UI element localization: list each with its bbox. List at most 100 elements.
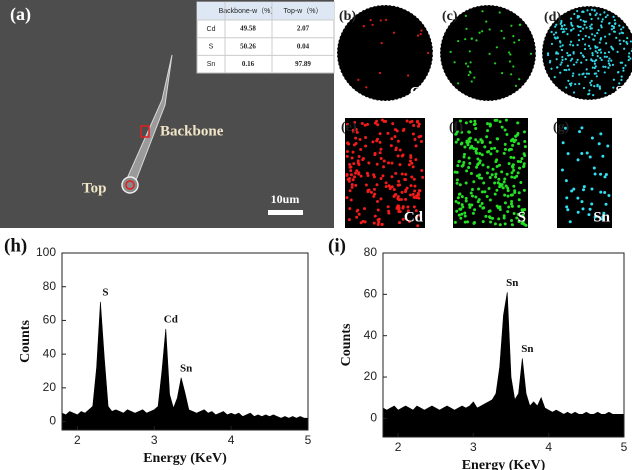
map-dot xyxy=(566,152,570,156)
map-dot xyxy=(500,29,503,32)
map-dot xyxy=(563,24,566,27)
panel-label: (a) xyxy=(10,4,31,25)
map-dot xyxy=(565,196,569,200)
table-cell: 0.04 xyxy=(297,42,310,50)
map-dot xyxy=(401,217,405,221)
table-cell: 97.89 xyxy=(295,60,311,68)
map-dot xyxy=(589,27,592,30)
map-dot xyxy=(357,171,361,175)
map-dot xyxy=(553,76,556,79)
map-dot xyxy=(378,71,382,75)
map-dot xyxy=(584,75,587,79)
map-dot xyxy=(347,218,351,222)
map-dot xyxy=(411,165,415,169)
map-dot xyxy=(510,218,514,222)
map-dot xyxy=(611,63,615,66)
map-dot xyxy=(373,121,377,125)
map-dot xyxy=(461,205,465,209)
map-dot xyxy=(567,79,570,82)
map-dot xyxy=(405,119,409,123)
map-dot xyxy=(488,141,492,145)
map-dot xyxy=(511,143,515,147)
map-dot xyxy=(593,85,596,88)
map-dot xyxy=(372,221,376,225)
map-dot xyxy=(356,161,360,165)
map-dot xyxy=(470,203,474,207)
map-dot xyxy=(565,69,568,72)
map-dot xyxy=(475,39,478,42)
map-dot xyxy=(400,172,404,176)
map-dot xyxy=(610,59,613,62)
map-dot xyxy=(561,44,564,47)
map-dot xyxy=(568,220,572,224)
table-cell: 50.26 xyxy=(240,42,256,50)
map-dot xyxy=(583,43,587,46)
map-dot xyxy=(504,118,508,122)
map-dot xyxy=(497,177,501,181)
map-dot xyxy=(591,33,594,36)
map-dot xyxy=(410,161,414,165)
map-dot xyxy=(517,191,521,195)
map-dot xyxy=(512,156,516,160)
map-dot xyxy=(455,170,459,174)
map-dot xyxy=(550,67,553,70)
map-dot xyxy=(601,18,604,21)
map-dot xyxy=(600,58,603,62)
map-dot xyxy=(576,210,580,214)
map-dot xyxy=(357,78,360,82)
map-dot xyxy=(362,25,365,28)
top-label: Top xyxy=(82,180,106,196)
map-dot xyxy=(510,24,513,27)
map-dot xyxy=(367,188,371,192)
map-dot xyxy=(491,216,495,220)
map-dot xyxy=(585,151,589,155)
map-dot xyxy=(510,171,514,175)
map-dot xyxy=(375,183,379,187)
map-dot xyxy=(490,147,494,151)
map-dot xyxy=(555,23,558,26)
map-dot xyxy=(599,48,602,51)
map-dot xyxy=(386,131,390,135)
map-dot xyxy=(559,63,562,66)
element-label: Cd xyxy=(410,84,430,100)
map-dot xyxy=(508,51,511,54)
map-dot xyxy=(518,166,522,170)
map-dot xyxy=(480,190,484,194)
map-dot xyxy=(590,8,594,11)
map-dot xyxy=(577,39,581,42)
map-dot xyxy=(398,148,402,152)
map-dot xyxy=(500,170,504,174)
map-dot xyxy=(592,166,596,170)
table-cell: Sn xyxy=(207,61,216,68)
map-dot xyxy=(419,32,422,36)
map-dot xyxy=(576,9,579,13)
map-dot xyxy=(616,50,619,54)
plot-frame xyxy=(382,252,625,438)
map-dot xyxy=(617,70,620,74)
map-dot xyxy=(351,178,355,182)
map-dot xyxy=(345,196,349,200)
table-cell: 0.16 xyxy=(242,60,255,68)
map-dot xyxy=(357,212,361,216)
map-dot xyxy=(472,221,476,225)
map-dot xyxy=(463,211,467,215)
map-dot xyxy=(581,10,585,13)
map-dot xyxy=(474,138,478,142)
map-dot xyxy=(517,142,521,146)
map-dot xyxy=(629,57,632,60)
map-dot xyxy=(372,187,376,191)
map-dot xyxy=(408,193,412,197)
map-dot xyxy=(571,44,575,47)
map-dot xyxy=(493,146,497,150)
y-tick-label: 60 xyxy=(364,287,378,301)
map-dot xyxy=(488,198,492,202)
map-dot xyxy=(567,68,571,71)
map-dot xyxy=(401,128,405,132)
map-dot xyxy=(485,194,489,198)
map-dot xyxy=(390,137,394,141)
map-dot xyxy=(576,196,580,200)
map-dot xyxy=(589,81,592,84)
map-dot xyxy=(516,212,520,216)
map-dot xyxy=(488,176,492,180)
map-dot xyxy=(605,55,608,58)
